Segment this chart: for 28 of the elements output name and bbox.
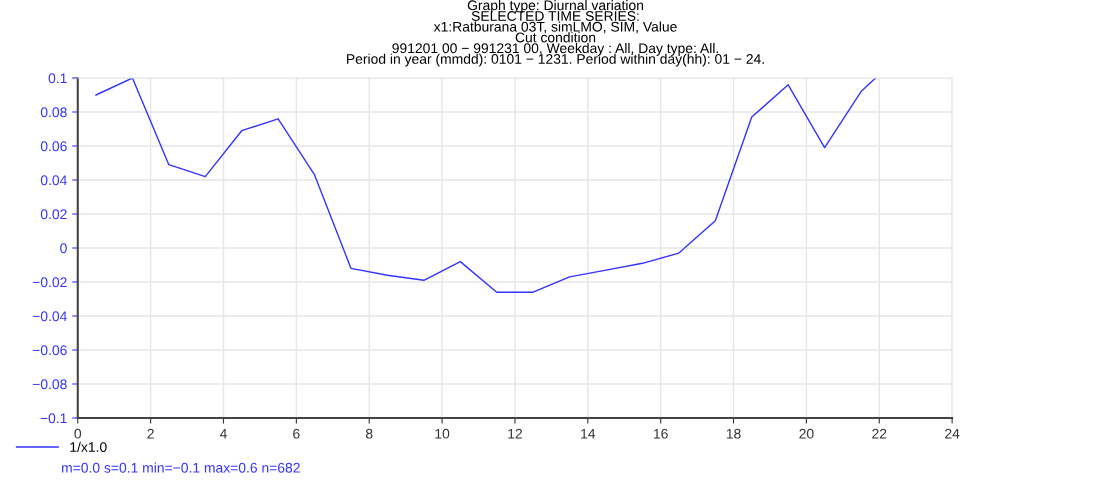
y-tick-label: −0.04 — [32, 311, 67, 322]
chart-title: Graph type: Diurnal variation SELECTED TIME SERIES: x1:Ratburana 03T, simLMO, SIM, Value Cut condition 991201 00 − 991231 00, Weekday : All, Day type: All. Period in year (mmdd): 0101 − 1231. Period within day(hh): 01 − 24. — [347, 0, 764, 67]
x-tick-label: 18 — [726, 428, 741, 439]
x-tick-label: 4 — [219, 428, 227, 439]
y-tick-label: 0.04 — [40, 175, 67, 186]
y-tick-label: −0.1 — [40, 413, 67, 424]
x-tick-label: 20 — [799, 428, 814, 439]
x-tick-label: 0 — [74, 428, 82, 439]
x-tick-label: 10 — [435, 428, 450, 439]
line-series — [95, 78, 877, 293]
y-tick-label: 0.08 — [40, 107, 67, 118]
y-tick-label: 0.1 — [48, 73, 67, 84]
y-tick-label: 0.06 — [40, 141, 67, 152]
legend-label: 1/x1.0 — [70, 441, 107, 452]
x-tick-label: 2 — [147, 428, 154, 439]
y-tick-label: −0.08 — [32, 379, 67, 390]
y-tick-label: −0.06 — [32, 345, 67, 356]
y-tick-label: −0.02 — [32, 277, 67, 288]
x-tick-label: 8 — [365, 428, 373, 439]
x-tick-label: 16 — [654, 428, 668, 439]
y-tick-label: 0.02 — [40, 209, 67, 220]
text: m=0.0 s=0.1 min=−0.1 max=0.6 n=682 — [62, 462, 300, 473]
x-tick-label: 24 — [945, 428, 960, 439]
x-tick-label: 6 — [293, 428, 300, 439]
x-tick-label: 22 — [872, 428, 887, 439]
x-tick-label: 12 — [508, 428, 522, 439]
y-tick-label: 0 — [60, 243, 67, 254]
x-tick-label: 14 — [581, 428, 596, 439]
